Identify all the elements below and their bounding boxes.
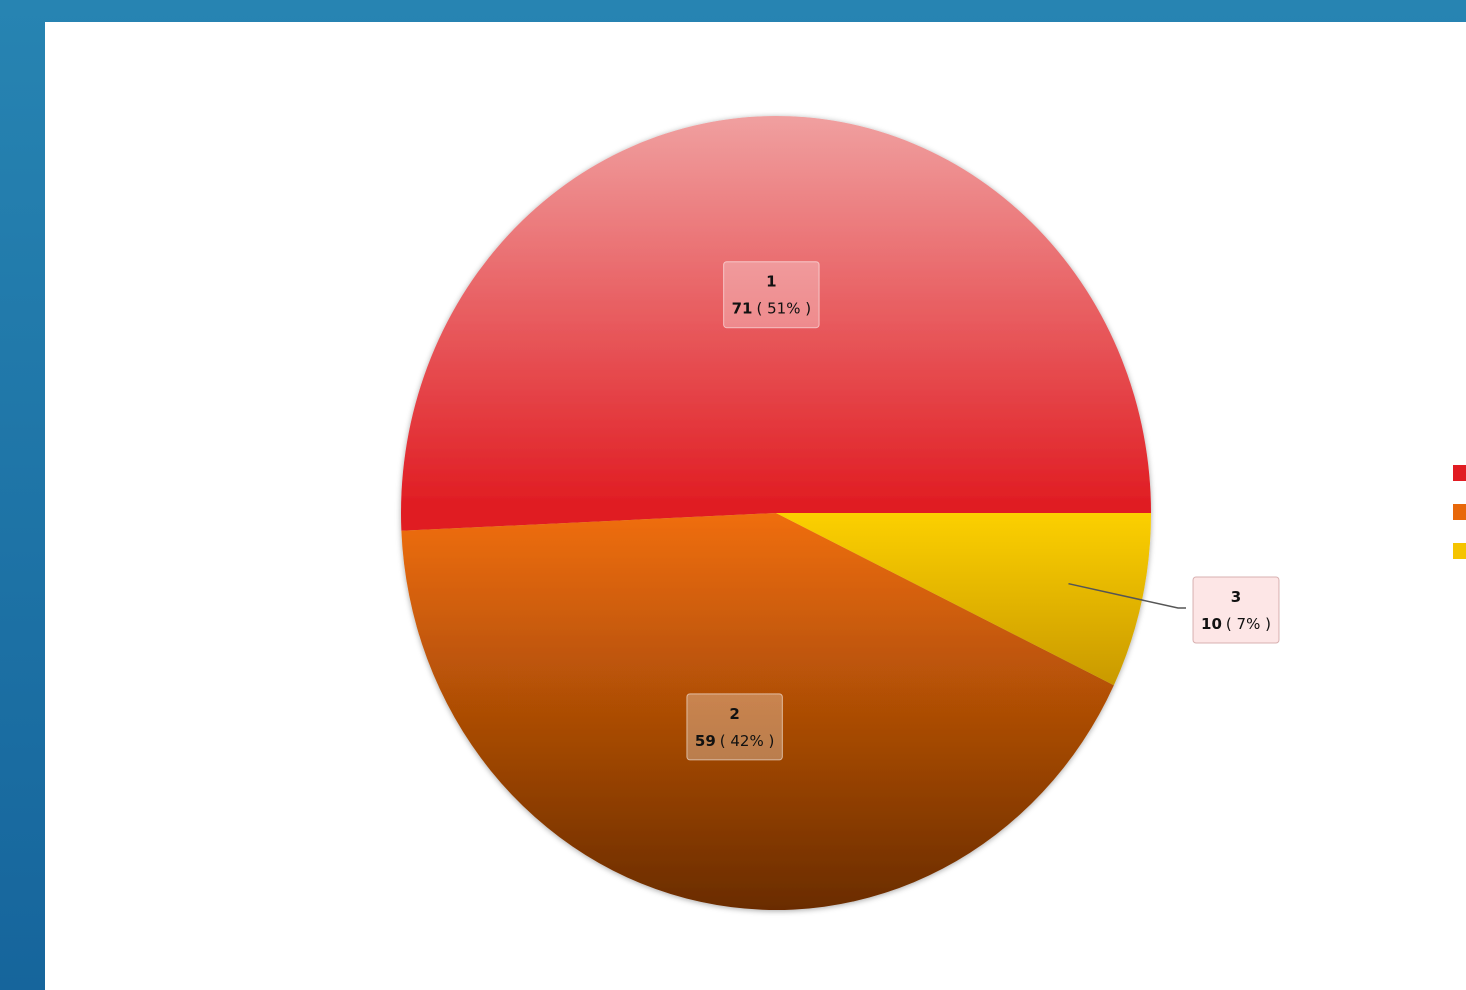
value-label: 59 xyxy=(695,732,716,750)
value-label-line: 71( 51% ) xyxy=(732,300,811,318)
labels: 1 71( 51% ) 2 59( 42% ) 3 10( 7% ) xyxy=(686,261,1280,761)
value-label: 10 xyxy=(1201,615,1222,633)
percent-label: ( 51% ) xyxy=(757,300,812,318)
pie xyxy=(400,115,1151,910)
data-label: 3 10( 7% ) xyxy=(1192,576,1280,644)
percent-label: ( 7% ) xyxy=(1226,615,1271,633)
data-label-box xyxy=(1192,576,1280,644)
pie-slice xyxy=(401,513,1114,910)
legend-swatch xyxy=(1453,465,1466,481)
category-label: 1 xyxy=(766,273,776,291)
category-label: 3 xyxy=(1231,588,1241,606)
data-label-box xyxy=(723,261,820,329)
leader-line xyxy=(1068,582,1186,609)
value-label-line: 10( 7% ) xyxy=(1201,615,1271,633)
value-label: 71 xyxy=(732,300,753,318)
value-label-line: 59( 42% ) xyxy=(695,732,774,750)
category-label: 2 xyxy=(729,705,739,723)
pie-slice xyxy=(776,513,1151,686)
percent-label: ( 42% ) xyxy=(720,732,775,750)
legend-swatch xyxy=(1453,504,1466,520)
data-label: 1 71( 51% ) xyxy=(723,261,820,329)
pie-slice xyxy=(400,115,1151,531)
data-label: 2 59( 42% ) xyxy=(686,693,783,761)
data-label-box xyxy=(686,693,783,761)
legend-swatch xyxy=(1453,543,1466,559)
